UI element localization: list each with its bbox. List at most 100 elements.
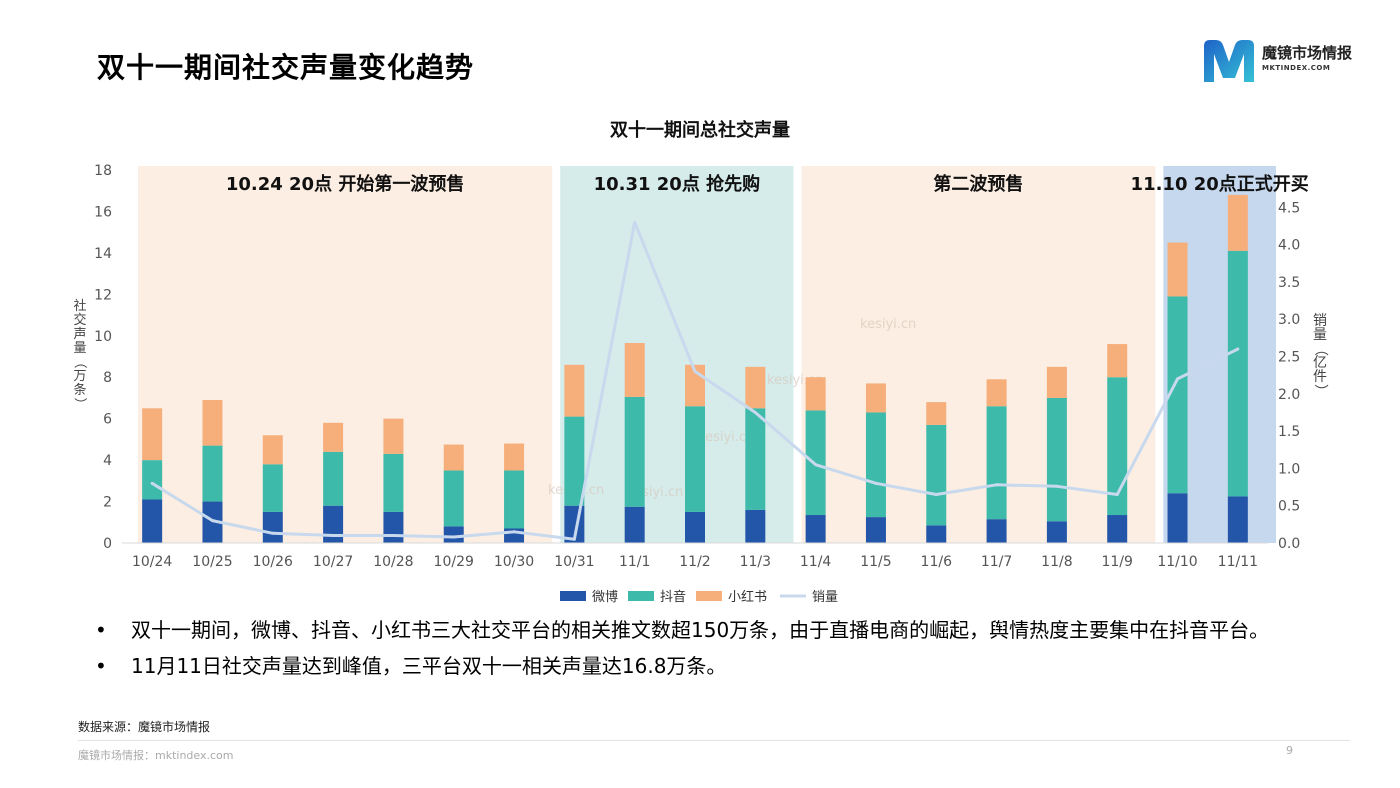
bar-小红书 [262, 435, 283, 465]
x-tick-label: 10/27 [313, 554, 353, 570]
bar-微博 [926, 525, 947, 543]
phase-label: 10.31 20点 抢先购 [594, 173, 761, 195]
chart-title: 双十一期间总社交声量 [610, 119, 790, 141]
y2-tick-label: 4.5 [1278, 200, 1300, 216]
bar-微博 [142, 499, 163, 543]
x-tick-label: 10/26 [253, 554, 293, 570]
bar-抖音 [262, 464, 283, 512]
y-tick-label: 14 [94, 246, 112, 262]
bar-小红书 [564, 364, 585, 417]
y-axis-label-char: 交 [73, 312, 86, 328]
bullet-item: • 11月11日社交声量达到峰值，三平台双十一相关声量达16.8万条。 [95, 652, 1355, 680]
bar-小红书 [1227, 194, 1248, 251]
y-axis-label-char: 声 [73, 327, 86, 342]
y-axis-label-char: 量 [73, 341, 86, 356]
y-axis-label-char: （ [72, 355, 87, 368]
bar-微博 [323, 505, 344, 543]
y-tick-label: 16 [94, 204, 112, 220]
brand-name: 魔镜市场情报 [1262, 44, 1353, 62]
bar-抖音 [564, 416, 585, 506]
legend-label: 微博 [592, 590, 618, 605]
sales-point [1176, 377, 1180, 381]
y-tick-label: 4 [103, 453, 112, 469]
bar-抖音 [443, 470, 464, 527]
brand-logo: 魔镜市场情报 MKTINDEX.COM [1200, 36, 1370, 86]
sales-point [331, 534, 335, 538]
y-tick-label: 10 [94, 329, 112, 345]
y-tick-label: 8 [103, 370, 112, 386]
bar-小红书 [443, 444, 464, 471]
bar-微博 [1107, 515, 1128, 543]
bar-抖音 [504, 470, 525, 529]
sales-point [452, 535, 456, 539]
sales-point [572, 537, 576, 541]
legend-swatch [696, 591, 722, 601]
x-tick-label: 11/5 [860, 554, 891, 570]
x-tick-label: 10/29 [434, 554, 474, 570]
bar-微博 [865, 517, 886, 543]
phase-band [801, 166, 1156, 543]
y2-tick-label: 3.0 [1278, 312, 1300, 328]
bullet-item: • 双十一期间，微博、抖音、小红书三大社交平台的相关推文数超150万条，由于直播… [95, 616, 1355, 644]
bar-抖音 [383, 453, 404, 512]
bullet-dot: • [95, 618, 107, 642]
bar-小红书 [504, 443, 525, 471]
bar-抖音 [1227, 250, 1248, 497]
y2-axis-label-char: 销 [1313, 313, 1327, 329]
bullet-list: • 双十一期间，微博、抖音、小红书三大社交平台的相关推文数超150万条，由于直播… [95, 616, 1355, 688]
phase-label: 11.10 20点正式开买 [1131, 173, 1309, 195]
sales-point [271, 531, 275, 535]
y2-tick-label: 1.0 [1278, 461, 1300, 477]
sales-point [210, 519, 214, 523]
legend-label: 小红书 [728, 589, 767, 605]
bar-抖音 [926, 424, 947, 526]
x-tick-label: 11/6 [921, 554, 953, 570]
bar-抖音 [745, 408, 766, 510]
y-tick-label: 18 [94, 163, 112, 179]
y2-axis-label-char: ） [1312, 384, 1328, 398]
footer-text: 魔镜市场情报：mktindex.com [78, 749, 234, 762]
watermark-text: kesiyi.cn [860, 317, 916, 332]
sales-point [934, 493, 938, 497]
y-axis-label-char: ） [72, 397, 87, 410]
x-tick-label: 10/24 [132, 554, 172, 570]
y-axis-label-char: 社 [73, 298, 86, 314]
bullet-dot: • [95, 654, 107, 678]
y2-tick-label: 1.5 [1278, 424, 1300, 440]
y2-axis-label-char: （ [1312, 342, 1328, 356]
x-tick-label: 11/1 [619, 554, 650, 570]
bar-微博 [805, 515, 826, 543]
bar-小红书 [1046, 366, 1067, 398]
bar-抖音 [1167, 296, 1188, 494]
bar-微博 [262, 511, 283, 543]
bar-小红书 [986, 379, 1007, 407]
footer-divider [78, 740, 1350, 741]
y2-tick-label: 0.0 [1278, 536, 1300, 552]
data-source: 数据来源：魔镜市场情报 [78, 720, 211, 734]
bar-小红书 [202, 400, 223, 446]
bar-小红书 [142, 408, 163, 461]
bar-抖音 [1107, 377, 1128, 516]
watermark-text: kesiyi.cn [698, 430, 754, 445]
bar-小红书 [1167, 242, 1188, 297]
sales-point [1055, 484, 1059, 488]
brand-domain: MKTINDEX.COM [1262, 64, 1331, 72]
y2-tick-label: 3.5 [1278, 275, 1300, 291]
y-tick-label: 0 [103, 536, 112, 552]
y-tick-label: 6 [103, 412, 112, 428]
brand-logo-icon [1204, 40, 1254, 82]
sales-point [874, 481, 878, 485]
bar-微博 [745, 509, 766, 543]
bar-小红书 [323, 422, 344, 452]
bar-抖音 [685, 406, 705, 512]
legend-swatch [560, 591, 586, 601]
x-tick-label: 10/30 [494, 554, 534, 570]
legend-swatch [628, 591, 654, 601]
bar-抖音 [624, 396, 645, 507]
y-axis-label-char: 条 [73, 382, 86, 398]
bar-抖音 [323, 451, 344, 506]
x-tick-label: 11/4 [800, 554, 832, 570]
y-tick-label: 2 [103, 495, 112, 511]
y-tick-label: 12 [94, 287, 112, 303]
bar-微博 [1227, 496, 1248, 543]
